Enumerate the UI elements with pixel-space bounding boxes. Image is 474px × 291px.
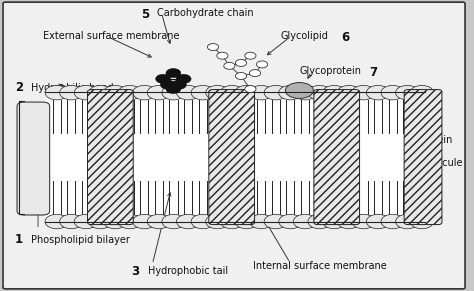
Text: 7: 7: [369, 66, 377, 79]
Circle shape: [191, 85, 214, 100]
Circle shape: [74, 85, 98, 100]
Circle shape: [337, 85, 361, 100]
Circle shape: [176, 74, 191, 84]
Circle shape: [293, 214, 317, 229]
Circle shape: [206, 85, 229, 100]
FancyBboxPatch shape: [3, 2, 465, 289]
Circle shape: [162, 85, 185, 100]
Circle shape: [323, 214, 346, 229]
Circle shape: [155, 74, 171, 84]
Circle shape: [235, 214, 258, 229]
Circle shape: [410, 85, 434, 100]
Circle shape: [323, 85, 346, 100]
Circle shape: [410, 214, 434, 229]
Circle shape: [103, 214, 127, 229]
Circle shape: [103, 85, 127, 100]
Text: External surface membrane: External surface membrane: [43, 31, 179, 41]
Bar: [45, 92, 425, 222]
Text: Protein: Protein: [419, 135, 453, 145]
Circle shape: [236, 59, 246, 66]
Text: Phospholipid bilayer: Phospholipid bilayer: [31, 235, 130, 245]
FancyBboxPatch shape: [404, 90, 442, 225]
Circle shape: [176, 214, 200, 229]
Text: Carbohydrate chain: Carbohydrate chain: [157, 8, 254, 18]
Circle shape: [166, 68, 181, 78]
Ellipse shape: [285, 83, 313, 98]
Circle shape: [45, 85, 68, 100]
Text: Internal surface membrane: Internal surface membrane: [253, 261, 386, 271]
Text: 4: 4: [419, 110, 427, 123]
Circle shape: [208, 44, 219, 51]
Circle shape: [366, 214, 390, 229]
Circle shape: [279, 214, 302, 229]
FancyBboxPatch shape: [17, 102, 50, 215]
Circle shape: [293, 85, 317, 100]
Circle shape: [60, 85, 83, 100]
Circle shape: [381, 214, 404, 229]
Circle shape: [366, 85, 390, 100]
Circle shape: [147, 85, 171, 100]
Circle shape: [396, 214, 419, 229]
Circle shape: [264, 214, 287, 229]
Circle shape: [236, 72, 246, 79]
Text: molecule: molecule: [419, 158, 463, 168]
Text: Hydrophobic tail: Hydrophobic tail: [148, 267, 228, 276]
Circle shape: [308, 214, 331, 229]
Circle shape: [217, 52, 228, 59]
Circle shape: [60, 214, 83, 229]
Circle shape: [381, 85, 404, 100]
Circle shape: [118, 214, 141, 229]
Circle shape: [279, 85, 302, 100]
Circle shape: [133, 214, 156, 229]
Circle shape: [352, 214, 375, 229]
Circle shape: [74, 214, 98, 229]
FancyBboxPatch shape: [314, 90, 360, 225]
Circle shape: [256, 61, 268, 68]
Text: 1: 1: [15, 233, 23, 246]
Text: 2: 2: [15, 81, 23, 94]
Text: Glycoprotein: Glycoprotein: [300, 66, 361, 76]
Circle shape: [220, 214, 244, 229]
FancyBboxPatch shape: [88, 90, 133, 225]
Circle shape: [235, 85, 258, 100]
Circle shape: [89, 214, 112, 229]
Circle shape: [147, 214, 171, 229]
Circle shape: [220, 85, 244, 100]
FancyBboxPatch shape: [209, 90, 255, 225]
Text: 3: 3: [131, 265, 139, 278]
Circle shape: [191, 214, 214, 229]
Circle shape: [176, 85, 200, 100]
Circle shape: [245, 86, 256, 93]
Circle shape: [249, 70, 261, 77]
Circle shape: [166, 84, 181, 94]
Circle shape: [45, 214, 68, 229]
Text: Hydrophilic head: Hydrophilic head: [31, 83, 114, 93]
Circle shape: [245, 52, 256, 59]
Circle shape: [160, 80, 175, 89]
Text: 5: 5: [141, 8, 149, 21]
Text: Glycolipid: Glycolipid: [281, 31, 328, 41]
Circle shape: [224, 62, 235, 69]
Circle shape: [396, 85, 419, 100]
Circle shape: [249, 214, 273, 229]
Text: 6: 6: [341, 31, 350, 44]
Circle shape: [89, 85, 112, 100]
Circle shape: [249, 85, 273, 100]
Circle shape: [352, 85, 375, 100]
Circle shape: [118, 85, 141, 100]
Circle shape: [308, 85, 331, 100]
Circle shape: [162, 214, 185, 229]
Circle shape: [172, 80, 186, 89]
Circle shape: [206, 214, 229, 229]
Circle shape: [337, 214, 361, 229]
Circle shape: [133, 85, 156, 100]
Circle shape: [264, 85, 287, 100]
